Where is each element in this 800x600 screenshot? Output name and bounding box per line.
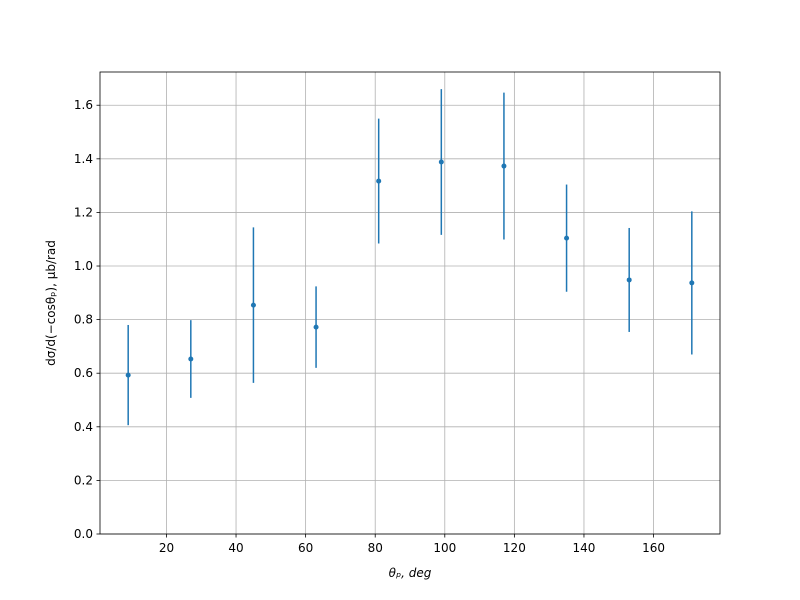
data-point bbox=[564, 235, 570, 241]
x-tick-label: 100 bbox=[433, 541, 456, 555]
data-point bbox=[689, 280, 695, 286]
x-tick-label: 160 bbox=[642, 541, 665, 555]
data-point bbox=[438, 159, 444, 165]
data-point bbox=[250, 302, 256, 308]
y-tick-label: 1.0 bbox=[74, 259, 93, 273]
y-tick-label: 0.4 bbox=[74, 420, 93, 434]
y-tick-label: 1.6 bbox=[74, 98, 93, 112]
y-axis-label: dσ/d(−cosθₚ), μb/rad bbox=[44, 240, 58, 366]
grid bbox=[100, 72, 720, 535]
x-tick-label: 20 bbox=[159, 541, 174, 555]
marks bbox=[125, 89, 695, 426]
y-tick-label: 0.6 bbox=[74, 366, 93, 380]
x-tick-label: 80 bbox=[368, 541, 383, 555]
data-point bbox=[626, 277, 632, 283]
data-point bbox=[501, 163, 507, 169]
y-tick-label: 0.8 bbox=[74, 313, 93, 327]
plot-frame bbox=[99, 71, 721, 535]
y-tick-label: 0.0 bbox=[74, 527, 93, 541]
data-point bbox=[376, 178, 382, 184]
data-point bbox=[125, 372, 131, 378]
y-tick-label: 0.2 bbox=[74, 473, 93, 487]
y-tick-label: 1.4 bbox=[74, 152, 93, 166]
x-tick-label: 40 bbox=[228, 541, 243, 555]
x-tick-label: 60 bbox=[298, 541, 313, 555]
data-point bbox=[188, 356, 194, 362]
y-tick-label: 1.2 bbox=[74, 205, 93, 219]
x-tick-label: 140 bbox=[573, 541, 596, 555]
x-axis-label: θₚ, deg bbox=[389, 566, 432, 580]
data-point bbox=[313, 324, 319, 330]
x-tick-label: 120 bbox=[503, 541, 526, 555]
